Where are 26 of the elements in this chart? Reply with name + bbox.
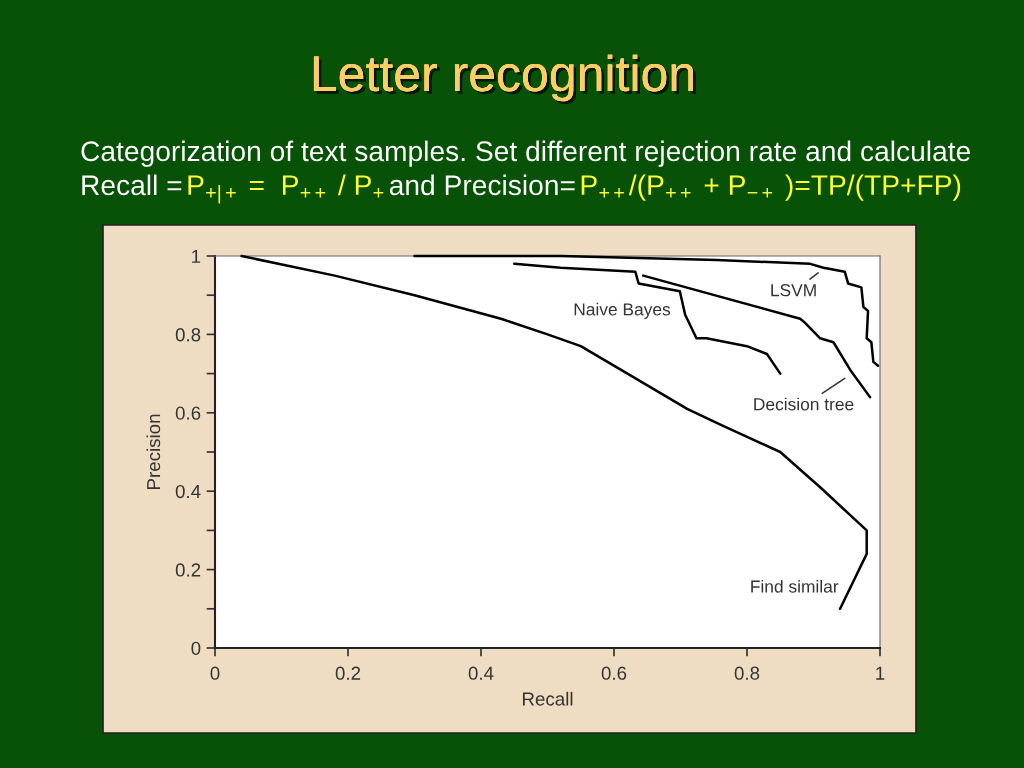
text: Recall = [82, 174, 182, 196]
chart-title: Letter recognition [313, 54, 696, 105]
x-tick-label: 0.2 [335, 666, 361, 680]
x-tick-label: 0.4 [468, 666, 494, 680]
series-label: Find similar [751, 579, 839, 593]
y-tick-label: 0 [191, 641, 201, 655]
chart-subtitle: Categorization of text samples. Set different rejection rate and calculate [81, 140, 970, 167]
text: P$_{+|+}$ = P$_{++}$ / P$_{+}$ [188, 174, 384, 204]
x-axis-title: Recall [522, 691, 573, 706]
y-axis-title: Precision [146, 414, 161, 490]
text: P$_{++}$/(P$_{++}$ + P$_{−+}$ )=TP/(TP+FP) [581, 174, 961, 201]
y-tick-label: 0.4 [175, 484, 201, 499]
series-label: LSVM [771, 284, 816, 297]
y-tick-label: 1 [192, 249, 201, 263]
x-tick-label: 0.6 [601, 666, 627, 680]
x-tick-label: 0.8 [734, 666, 760, 680]
y-tick-label: 0.8 [175, 328, 201, 342]
line-series [413, 254, 880, 368]
text: and Precision= [389, 174, 575, 196]
y-tick-label: 0.2 [175, 563, 201, 577]
line-series [240, 254, 868, 611]
series-label: Decision tree [754, 397, 854, 411]
x-tick-label: 1 [876, 666, 885, 680]
series-label: Naive Bayes [574, 302, 671, 319]
x-tick-label: 0 [210, 666, 220, 680]
y-tick-label: 0.6 [175, 406, 201, 420]
